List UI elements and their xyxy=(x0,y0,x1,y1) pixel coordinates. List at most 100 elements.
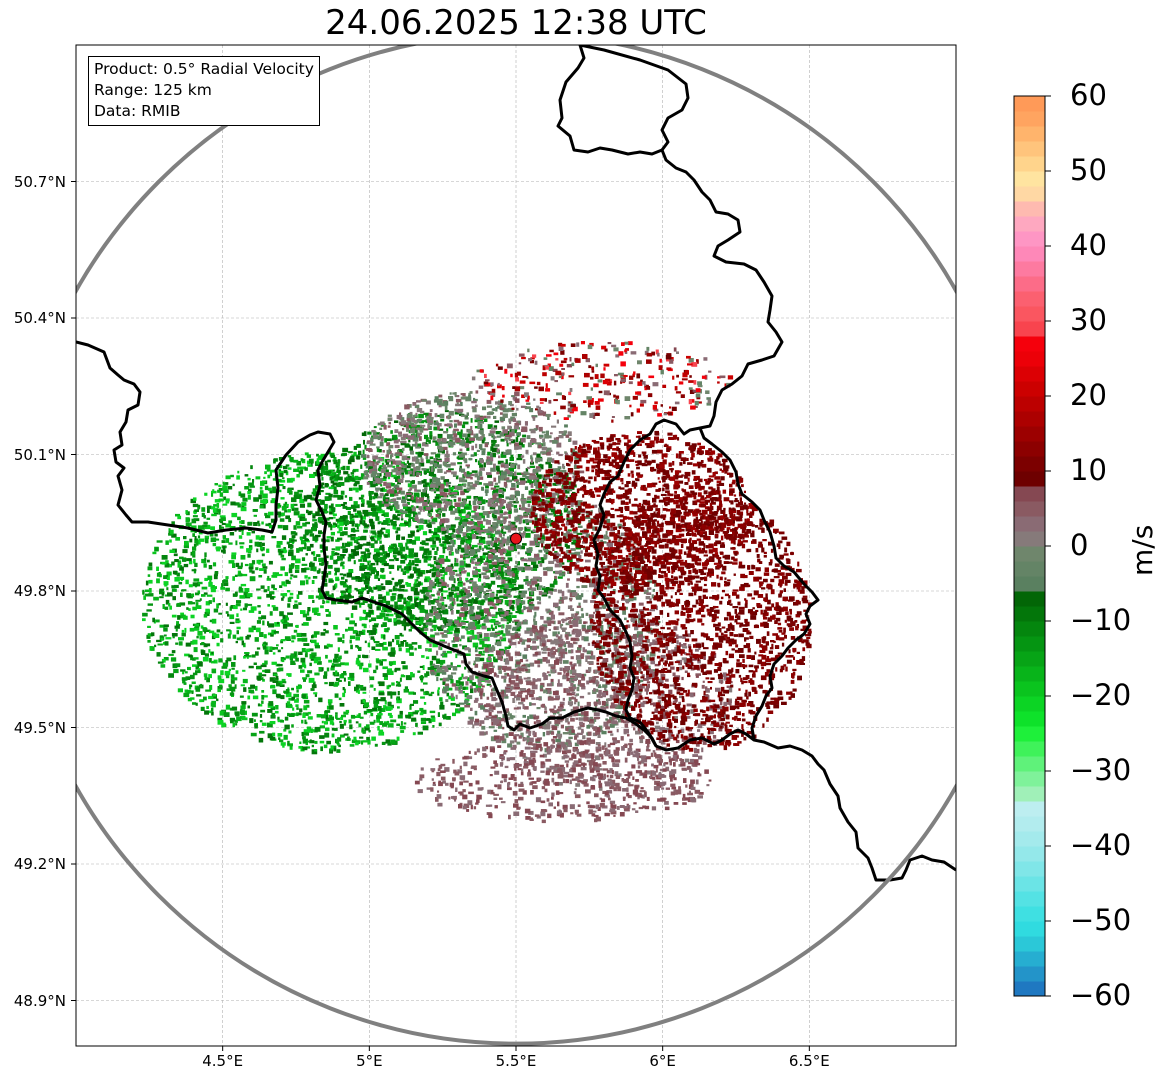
echo-pixel xyxy=(423,548,429,554)
echo-pixel xyxy=(506,479,513,483)
echo-pixel xyxy=(210,526,215,530)
echo-pixel xyxy=(387,691,392,696)
echo-pixel xyxy=(229,532,235,536)
echo-pixel xyxy=(335,475,339,481)
echo-pixel xyxy=(370,507,377,512)
echo-pixel xyxy=(378,731,385,736)
echo-pixel xyxy=(554,578,557,581)
echo-pixel xyxy=(375,478,381,484)
echo-pixel xyxy=(457,455,464,460)
echo-pixel xyxy=(312,599,315,603)
echo-pixel xyxy=(268,522,272,527)
echo-pixel xyxy=(382,450,385,453)
echo-pixel xyxy=(424,434,428,440)
echo-pixel xyxy=(316,460,319,465)
echo-pixel xyxy=(161,555,168,560)
echo-pixel xyxy=(418,472,422,475)
echo-pixel xyxy=(407,424,412,429)
echo-pixel xyxy=(425,570,429,574)
echo-pixel xyxy=(212,543,217,547)
echo-pixel xyxy=(223,712,230,717)
echo-pixel xyxy=(349,639,352,644)
echo-pixel xyxy=(316,453,319,457)
echo-pixel xyxy=(481,434,485,438)
echo-pixel xyxy=(364,461,368,467)
echo-pixel xyxy=(421,495,425,499)
echo-pixel xyxy=(442,438,447,442)
echo-pixel xyxy=(193,558,196,564)
echo-pixel xyxy=(382,622,387,627)
echo-pixel xyxy=(197,668,201,672)
echo-pixel xyxy=(534,468,539,473)
echo-pixel xyxy=(537,410,544,416)
echo-pixel xyxy=(443,471,447,474)
echo-pixel xyxy=(369,721,375,725)
echo-pixel xyxy=(480,540,486,544)
echo-pixel xyxy=(485,500,488,503)
echo-pixel xyxy=(537,560,543,564)
echo-pixel xyxy=(445,524,451,529)
echo-pixel xyxy=(236,603,241,607)
echo-pixel xyxy=(559,512,563,517)
echo-pixel xyxy=(352,468,359,472)
echo-pixel xyxy=(464,698,470,702)
echo-pixel xyxy=(360,686,367,691)
echo-pixel xyxy=(451,551,454,556)
echo-pixel xyxy=(199,598,202,601)
echo-pixel xyxy=(204,537,208,543)
echo-pixel xyxy=(521,444,525,448)
echo-pixel xyxy=(419,609,426,613)
echo-pixel xyxy=(201,594,206,597)
echo-pixel xyxy=(176,623,181,626)
echo-pixel xyxy=(480,653,485,656)
echo-pixel xyxy=(417,433,421,437)
echo-pixel xyxy=(506,622,509,625)
echo-pixel xyxy=(525,519,529,524)
echo-pixel xyxy=(372,431,377,436)
echo-pixel xyxy=(376,506,381,511)
echo-pixel xyxy=(303,534,307,539)
echo-pixel xyxy=(233,655,237,661)
echo-pixel xyxy=(276,541,283,545)
echo-pixel xyxy=(336,597,340,600)
echo-pixel xyxy=(350,528,355,533)
echo-pixel xyxy=(282,595,285,599)
echo-pixel xyxy=(395,530,399,534)
echo-pixel xyxy=(539,434,544,438)
echo-pixel xyxy=(440,659,446,664)
echo-pixel xyxy=(262,678,265,682)
echo-pixel xyxy=(459,410,463,414)
echo-pixel xyxy=(356,526,359,530)
echo-pixel xyxy=(191,593,195,598)
echo-pixel xyxy=(354,536,360,539)
echo-pixel xyxy=(442,513,446,517)
echo-pixel xyxy=(381,501,385,504)
echo-pixel xyxy=(505,449,511,454)
echo-pixel xyxy=(492,441,496,447)
echo-pixel xyxy=(354,480,360,485)
echo-pixel xyxy=(235,562,240,567)
echo-pixel xyxy=(385,529,390,534)
echo-pixel xyxy=(437,484,441,490)
echo-pixel xyxy=(337,470,341,473)
echo-pixel xyxy=(394,437,398,441)
echo-pixel xyxy=(353,451,357,457)
echo-pixel xyxy=(393,489,397,494)
echo-pixel xyxy=(381,487,385,492)
echo-pixel xyxy=(296,548,300,553)
echo-pixel xyxy=(300,466,306,470)
echo-pixel xyxy=(299,537,303,541)
echo-pixel xyxy=(291,687,294,691)
echo-pixel xyxy=(283,465,288,470)
echo-pixel xyxy=(142,591,145,595)
echo-pixel xyxy=(405,622,412,626)
echo-pixel xyxy=(382,464,387,468)
echo-pixel xyxy=(217,719,224,725)
echo-pixel xyxy=(216,629,221,632)
echo-pixel xyxy=(439,487,444,493)
echo-pixel xyxy=(353,539,359,544)
echo-pixel xyxy=(447,481,452,484)
echo-pixel xyxy=(358,685,364,689)
echo-pixel xyxy=(219,684,223,688)
